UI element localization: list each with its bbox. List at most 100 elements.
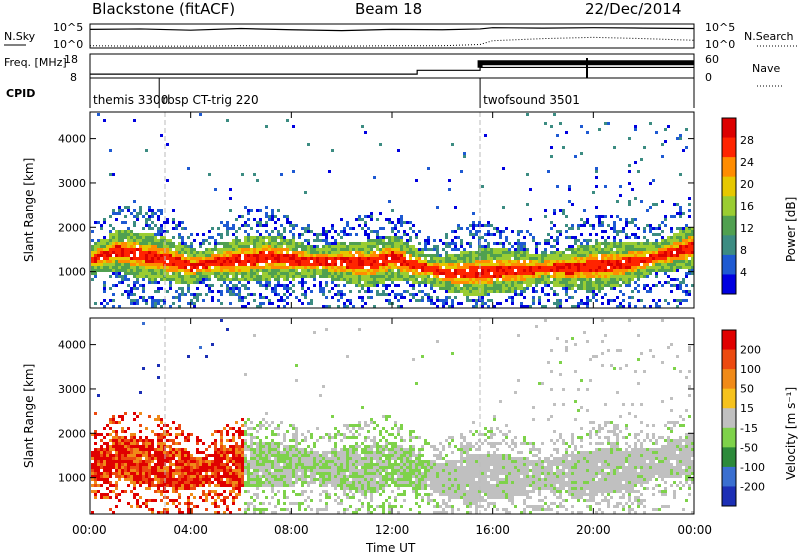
- heat-cell: [448, 254, 451, 257]
- heat-cell: [298, 257, 301, 260]
- heat-cell: [586, 245, 589, 248]
- heat-cell: [673, 269, 676, 272]
- heat-cell: [496, 257, 499, 260]
- heat-cell: [274, 284, 277, 287]
- heat-cell: [145, 302, 148, 305]
- heat-cell: [454, 290, 457, 293]
- heat-cell: [289, 254, 292, 257]
- heat-cell: [424, 278, 427, 281]
- heat-cell: [100, 457, 103, 460]
- heat-cell: [226, 448, 229, 451]
- heat-cell: [229, 445, 232, 448]
- heat-cell: [397, 278, 400, 281]
- heat-cell: [295, 296, 298, 299]
- heat-cell: [535, 290, 538, 293]
- heat-cell: [367, 281, 370, 284]
- heat-cell: [94, 460, 97, 463]
- heat-cell: [226, 257, 229, 260]
- heat-cell: [676, 254, 679, 257]
- heat-cell: [139, 475, 142, 478]
- heat-cell: [685, 299, 688, 302]
- heat-cell: [295, 269, 298, 272]
- heat-cell: [337, 254, 340, 257]
- heat-cell: [580, 287, 583, 290]
- heat-cell: [247, 218, 250, 221]
- heat-cell: [166, 445, 169, 448]
- heat-cell: [160, 457, 163, 460]
- heat-cell: [286, 296, 289, 299]
- heat-cell: [208, 287, 211, 290]
- heat-cell: [436, 266, 439, 269]
- heat-cell: [391, 263, 394, 266]
- heat-cell: [523, 260, 526, 263]
- heat-cell: [589, 281, 592, 284]
- heat-cell: [571, 248, 574, 251]
- heat-cell: [232, 427, 235, 430]
- heat-cell: [244, 275, 247, 278]
- heat-cell: [157, 376, 160, 379]
- heat-cell: [181, 236, 184, 239]
- heat-cell: [301, 281, 304, 284]
- heat-cell: [562, 266, 565, 269]
- heat-cell: [178, 221, 181, 224]
- heat-cell: [547, 266, 550, 269]
- heat-cell: [475, 233, 478, 236]
- heat-cell: [274, 248, 277, 251]
- heat-cell: [274, 245, 277, 248]
- heat-cell: [118, 451, 121, 454]
- heat-cell: [676, 257, 679, 260]
- heat-cell: [97, 466, 100, 469]
- heat-cell: [100, 239, 103, 242]
- heat-cell: [223, 457, 226, 460]
- heat-cell: [520, 248, 523, 251]
- heat-cell: [220, 254, 223, 257]
- heat-cell: [463, 290, 466, 293]
- heat-cell: [322, 257, 325, 260]
- heat-cell: [316, 248, 319, 251]
- heat-cell: [112, 490, 115, 493]
- heat-cell: [688, 233, 691, 236]
- heat-cell: [580, 251, 583, 254]
- heat-cell: [220, 475, 223, 478]
- heat-cell: [331, 269, 334, 272]
- heat-cell: [97, 463, 100, 466]
- heat-cell: [151, 263, 154, 266]
- heat-cell: [364, 257, 367, 260]
- heat-cell: [229, 242, 232, 245]
- heat-cell: [568, 281, 571, 284]
- heat-cell: [649, 260, 652, 263]
- heat-cell: [142, 475, 145, 478]
- heat-cell: [205, 239, 208, 242]
- heat-cell: [106, 445, 109, 448]
- heat-cell: [100, 245, 103, 248]
- heat-cell: [559, 266, 562, 269]
- heat-cell: [529, 263, 532, 266]
- heat-cell: [370, 296, 373, 299]
- heat-cell: [238, 484, 241, 487]
- heat-cell: [223, 448, 226, 451]
- heat-cell: [112, 233, 115, 236]
- heat-cell: [253, 463, 256, 466]
- heat-cell: [604, 230, 607, 233]
- heat-cell: [214, 484, 217, 487]
- heat-cell: [196, 263, 199, 266]
- heat-cell: [436, 278, 439, 281]
- heat-cell: [190, 484, 193, 487]
- heat-cell: [118, 466, 121, 469]
- heat-cell: [355, 218, 358, 221]
- heat-cell: [220, 278, 223, 281]
- heat-cell: [514, 251, 517, 254]
- heat-cell: [271, 257, 274, 260]
- heat-cell: [187, 257, 190, 260]
- heat-cell: [466, 278, 469, 281]
- heat-cell: [109, 248, 112, 251]
- heat-cell: [655, 266, 658, 269]
- heat-cell: [640, 260, 643, 263]
- heat-cell: [679, 233, 682, 236]
- heat-cell: [238, 451, 241, 454]
- heat-cell: [109, 433, 112, 436]
- heat-cell: [130, 290, 133, 293]
- heat-cell: [445, 278, 448, 281]
- heat-cell: [262, 266, 265, 269]
- heat-cell: [334, 275, 337, 278]
